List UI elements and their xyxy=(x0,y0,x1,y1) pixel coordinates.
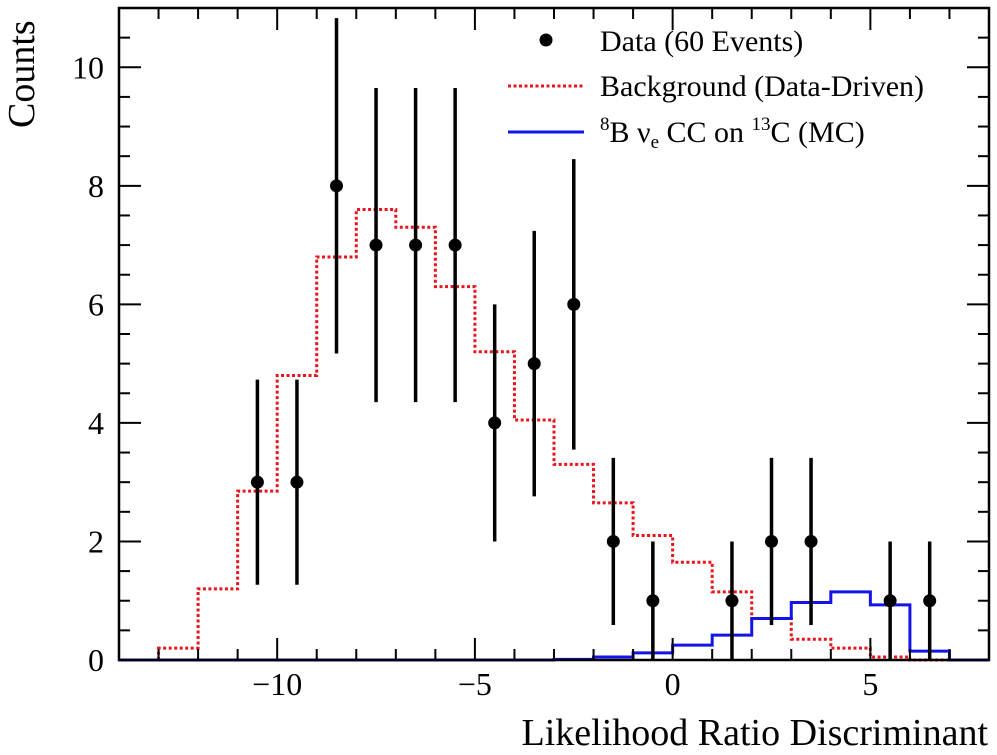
data-point xyxy=(923,541,937,660)
data-points xyxy=(250,18,937,660)
y-tick-label: 6 xyxy=(88,286,104,322)
data-marker xyxy=(290,475,304,489)
y-tick-label: 10 xyxy=(72,49,104,85)
legend-data-label: Data (60 Events) xyxy=(600,25,803,58)
y-tick-label: 4 xyxy=(88,405,104,441)
x-tick-label: 0 xyxy=(665,666,681,702)
data-marker xyxy=(804,534,818,548)
data-marker xyxy=(725,594,739,608)
legend-signal-sub: e xyxy=(651,132,659,153)
legend-signal-sup1: 8 xyxy=(600,114,610,135)
legend-signal-end: C (MC) xyxy=(771,116,865,149)
legend-signal-label: 8B νe CC on 13C (MC) xyxy=(600,114,865,153)
data-marker xyxy=(567,297,581,311)
data-marker xyxy=(606,534,620,548)
data-marker xyxy=(923,594,937,608)
data-point xyxy=(606,457,620,626)
data-point xyxy=(250,379,264,585)
data-marker xyxy=(883,594,897,608)
data-marker xyxy=(646,594,660,608)
data-marker xyxy=(409,238,423,252)
x-tick-label: −5 xyxy=(458,666,492,702)
data-point xyxy=(409,88,423,403)
y-tick-label: 0 xyxy=(88,642,104,678)
data-marker xyxy=(369,238,383,252)
y-axis-label: Counts xyxy=(1,20,43,128)
plot-frame xyxy=(117,6,991,662)
data-marker xyxy=(765,534,778,548)
legend-background-label: Background (Data-Driven) xyxy=(600,70,924,103)
data-point xyxy=(883,541,897,660)
data-point xyxy=(804,457,818,626)
legend-signal-sup2: 13 xyxy=(752,114,771,135)
data-marker xyxy=(527,357,541,371)
legend-data-marker xyxy=(539,33,553,47)
x-tick-label: 5 xyxy=(862,666,878,702)
background-histogram xyxy=(157,208,989,662)
legend: Data (60 Events) Background (Data-Driven… xyxy=(508,25,924,153)
data-point xyxy=(488,304,502,542)
data-point xyxy=(290,379,304,585)
data-point xyxy=(527,230,541,497)
data-marker xyxy=(330,179,343,193)
data-point xyxy=(646,541,660,660)
data-point xyxy=(567,159,581,450)
data-point xyxy=(725,541,739,660)
data-point xyxy=(448,88,462,403)
x-tick-label: −10 xyxy=(252,666,302,702)
data-point xyxy=(765,457,778,626)
y-tick-label: 8 xyxy=(88,168,104,204)
y-tick-label: 2 xyxy=(88,523,104,559)
data-point xyxy=(330,18,343,354)
legend-signal-b: B ν xyxy=(610,116,651,149)
data-point xyxy=(369,88,383,403)
data-marker xyxy=(250,475,264,489)
background-step-line xyxy=(157,208,989,662)
x-axis-label: Likelihood Ratio Discriminant xyxy=(522,712,989,754)
data-marker xyxy=(488,416,502,430)
axis-ticks xyxy=(118,7,990,661)
tick-labels: −10 −5 0 5 0 2 4 6 8 10 xyxy=(72,49,878,702)
legend-signal-mid: CC on xyxy=(659,116,752,149)
data-marker xyxy=(448,238,462,252)
